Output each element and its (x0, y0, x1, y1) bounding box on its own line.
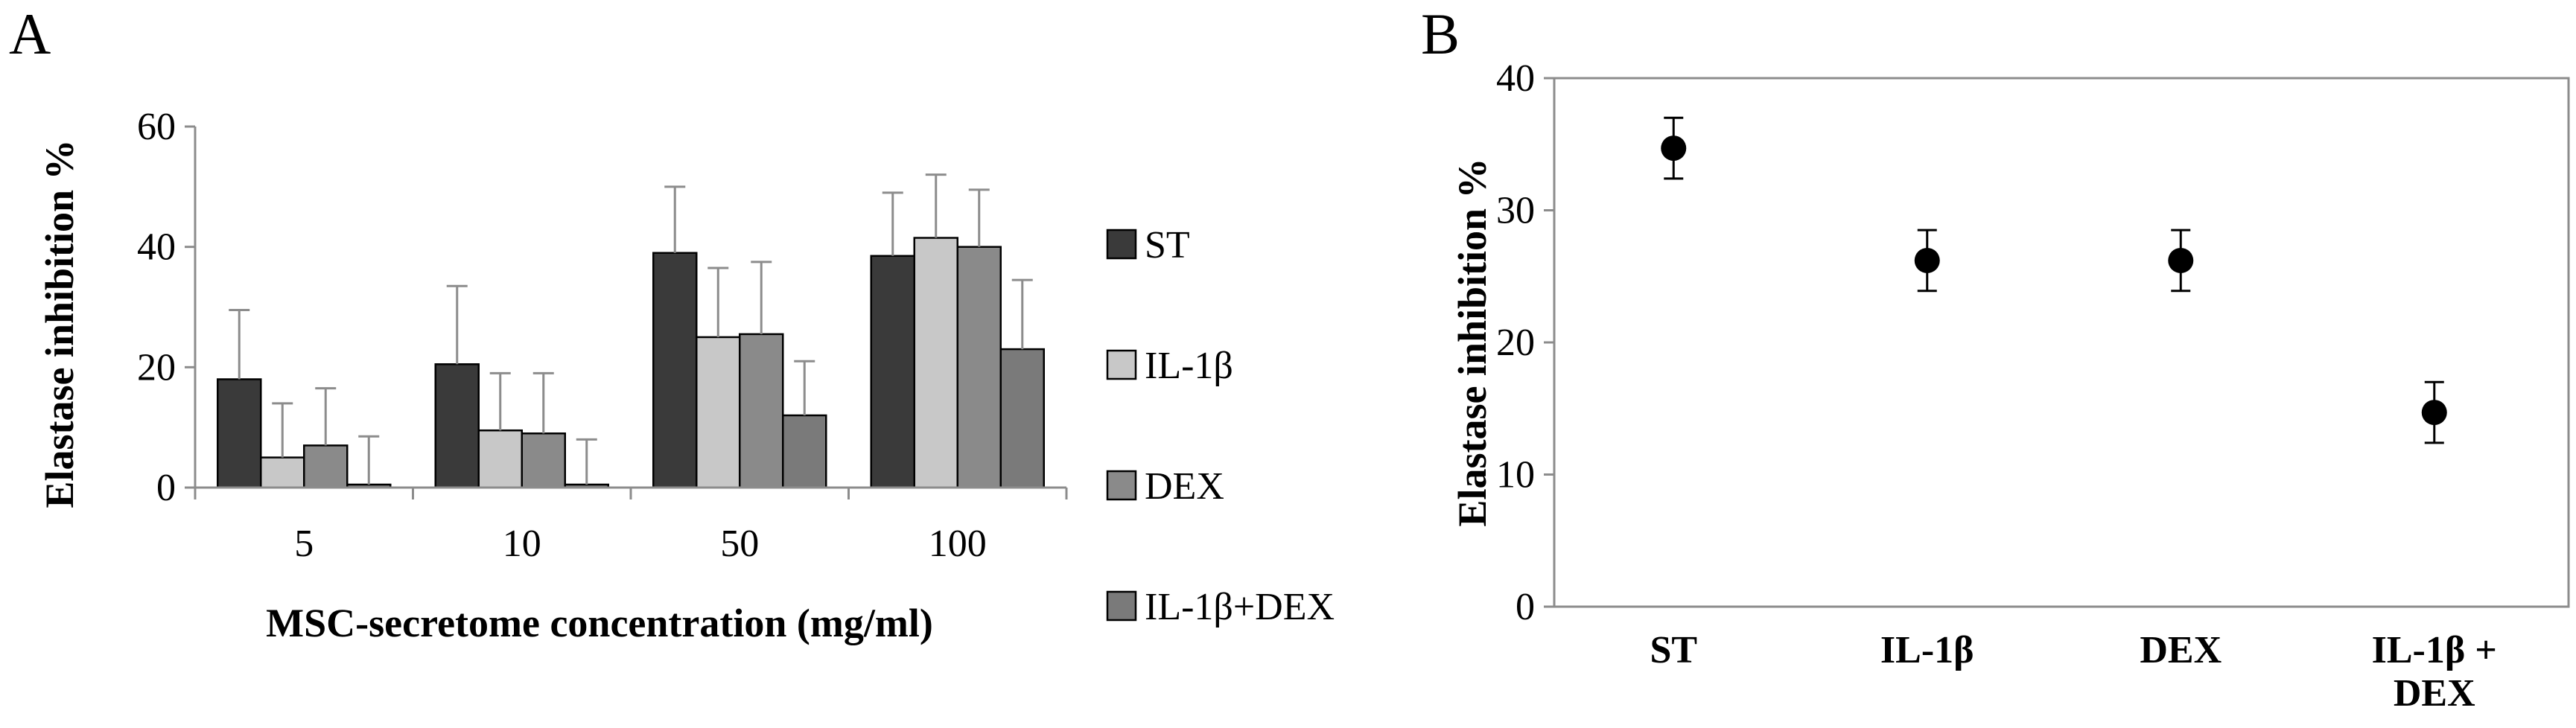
chart-a-ytick-label: 0 (156, 467, 176, 509)
chart-a-ylabel: Elastase inhibition % (37, 139, 82, 508)
chart-a-xtick-label: 5 (294, 523, 314, 565)
chart-a-xlabel: MSC-secretome concentration (mg/ml) (266, 601, 933, 645)
point-IL-1β (1914, 247, 1940, 273)
chart-a-xtick-label: 100 (929, 523, 987, 565)
panel-label-a: A (9, 1, 51, 66)
legend-swatch-ST (1106, 229, 1137, 260)
chart-a-xtick-label: 50 (720, 523, 759, 565)
legend-swatch-IL-1β+DEX (1106, 590, 1137, 622)
legend-label-ST: ST (1145, 224, 1190, 266)
point-DEX (2168, 247, 2194, 273)
bar-IL-1β-100 (913, 237, 958, 489)
chart-a-ytick-label: 60 (137, 106, 176, 148)
bar-ST-10 (434, 363, 480, 489)
chart-a-xtick-label: 10 (503, 523, 541, 565)
bar-IL-1β-50 (696, 336, 741, 489)
bar-DEX-100 (956, 246, 1002, 489)
chart-b-xtick-label: DEX (2394, 672, 2475, 715)
bar-IL-1β-5 (260, 456, 305, 489)
point-ST (1661, 135, 1687, 162)
bar-DEX-50 (739, 333, 784, 489)
bar-IL-1β+DEX-50 (782, 414, 827, 489)
legend-label-IL-1β: IL-1β (1145, 345, 1233, 387)
chart-a-ytick-label: 40 (137, 226, 176, 269)
bar-IL-1β+DEX-100 (999, 348, 1045, 489)
bar-ST-100 (870, 255, 915, 489)
legend-swatch-DEX (1106, 470, 1137, 501)
chart-b-xtick-label: IL-1β (1880, 629, 1974, 671)
chart-b-plot-frame (1553, 77, 2570, 608)
chart-b-xtick-label: DEX (2140, 629, 2222, 671)
bar-DEX-10 (521, 432, 566, 489)
chart-b-ytick-label: 40 (1496, 57, 1535, 100)
legend-swatch-IL-1β (1106, 349, 1137, 380)
legend-label-DEX: DEX (1145, 465, 1224, 508)
chart-a: 0 20 40 60 5 10 50 100 ST IL-1β DEX IL-1β+DEX Ela… (37, 106, 1335, 645)
bar-DEX-5 (303, 444, 349, 489)
chart-b-ytick-label: 0 (1516, 586, 1535, 628)
bar-IL-1β-10 (477, 429, 523, 489)
point-IL-1β + DEX (2421, 400, 2447, 426)
chart-b-ytick-label: 30 (1496, 190, 1535, 232)
legend-label-IL-1β+DEX: IL-1β+DEX (1145, 586, 1335, 628)
chart-a-ytick-label: 20 (137, 346, 176, 389)
bar-ST-5 (217, 378, 262, 489)
chart-b-xtick-label: ST (1650, 629, 1697, 671)
chart-b-ylabel: Elastase inhibition % (1450, 158, 1495, 526)
chart-b-ytick-label: 20 (1496, 322, 1535, 364)
bar-ST-50 (652, 252, 698, 489)
chart-b-ytick-label: 10 (1496, 454, 1535, 496)
chart-b-xtick-label: IL-1β + (2372, 629, 2497, 671)
panel-label-b: B (1421, 1, 1460, 66)
